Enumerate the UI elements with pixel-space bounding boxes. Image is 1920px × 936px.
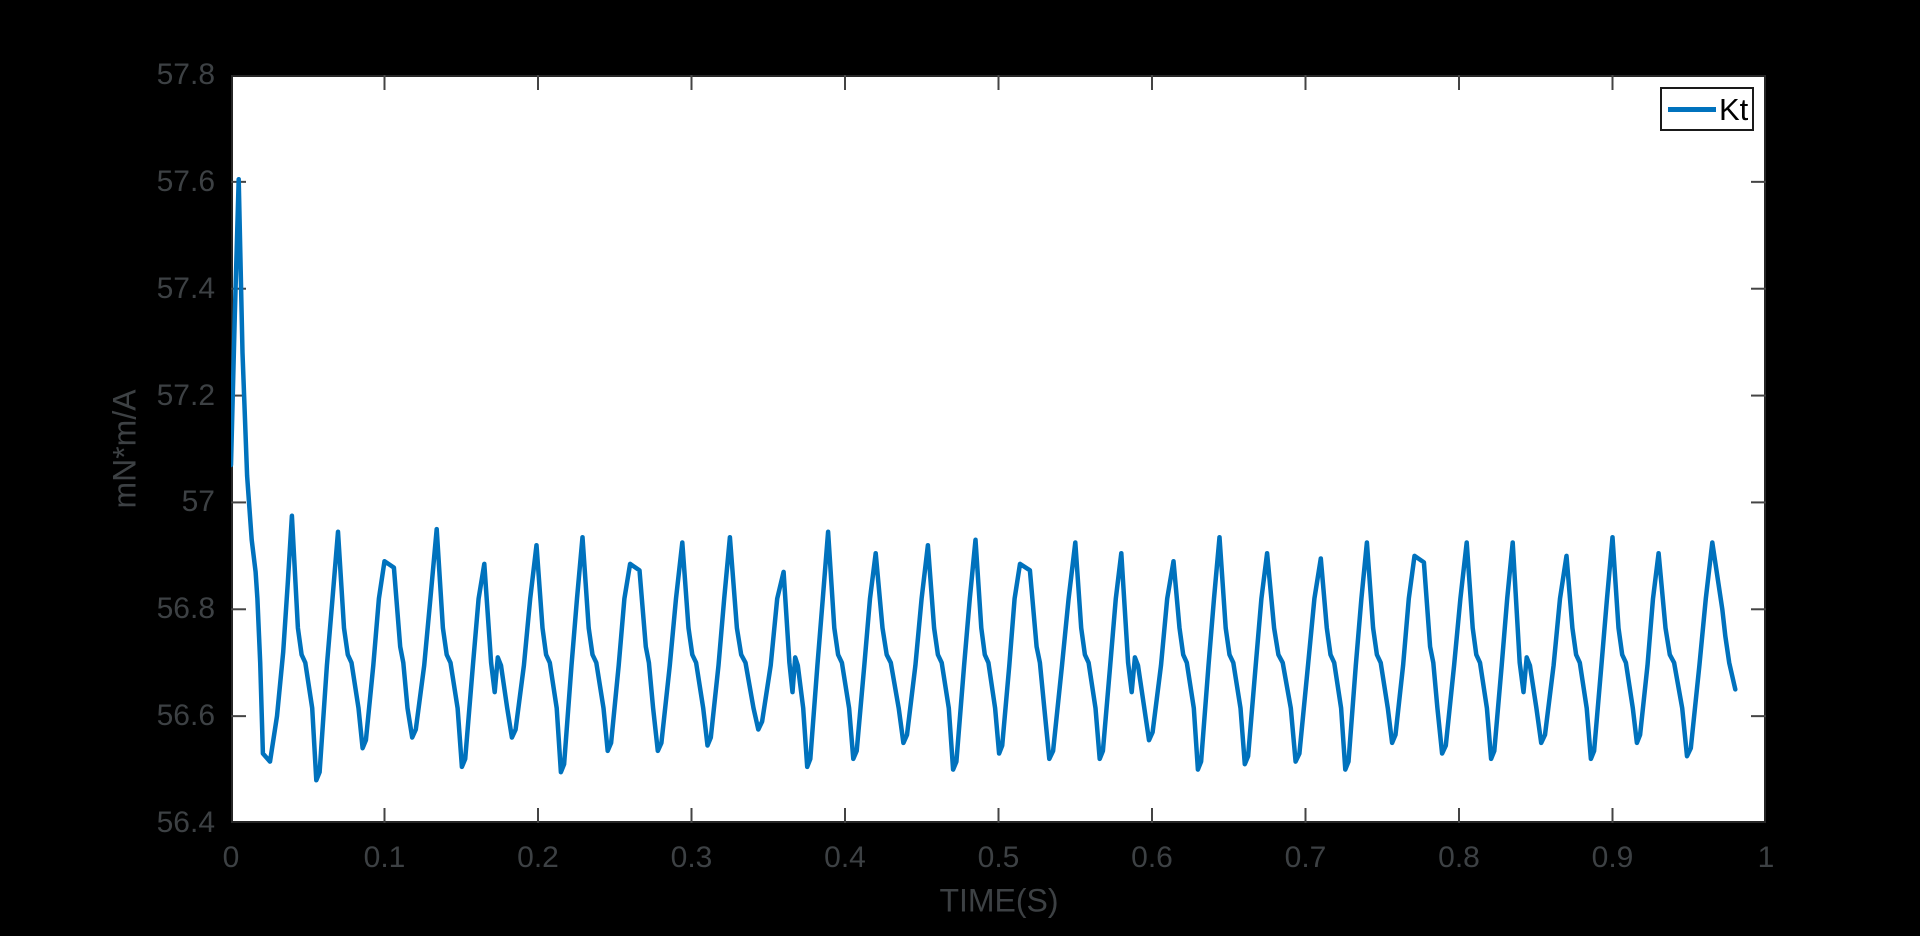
x-tick-label: 0.6 <box>1131 841 1173 874</box>
x-axis-label: TIME(S) <box>939 882 1059 919</box>
y-tick-label: 57.2 <box>156 378 215 412</box>
x-tick-label: 0.2 <box>517 841 559 874</box>
x-tick-label: 0.3 <box>670 841 713 874</box>
y-tick-label: 56.8 <box>156 592 215 626</box>
x-tick-label: 0.8 <box>1438 841 1480 874</box>
x-tick-label: 0.4 <box>824 841 866 874</box>
y-tick-label: 57.6 <box>156 164 215 198</box>
plot-area <box>231 75 1766 823</box>
x-tick-label: 0.9 <box>1591 841 1634 874</box>
x-tick-label: 0.5 <box>977 841 1020 874</box>
x-tick-label: 0.7 <box>1284 841 1327 874</box>
series-line-kt <box>231 176 1738 783</box>
legend-line-sample <box>1668 106 1716 112</box>
y-axis-label: mN*m/A <box>106 389 143 509</box>
x-tick-label: 0.1 <box>363 841 406 874</box>
x-tick-label: 1 <box>1757 841 1775 874</box>
x-tick-label: 0 <box>222 841 240 874</box>
plot-canvas <box>231 75 1766 823</box>
y-tick-label: 57.4 <box>156 271 215 305</box>
y-tick-label: 56.6 <box>156 699 215 733</box>
legend-entry-label: Kt <box>1719 91 1749 127</box>
legend-box: Kt <box>1660 87 1754 131</box>
y-tick-label: 57.8 <box>156 58 215 91</box>
y-tick-label: 56.4 <box>156 806 215 839</box>
y-tick-label: 57 <box>181 485 215 519</box>
